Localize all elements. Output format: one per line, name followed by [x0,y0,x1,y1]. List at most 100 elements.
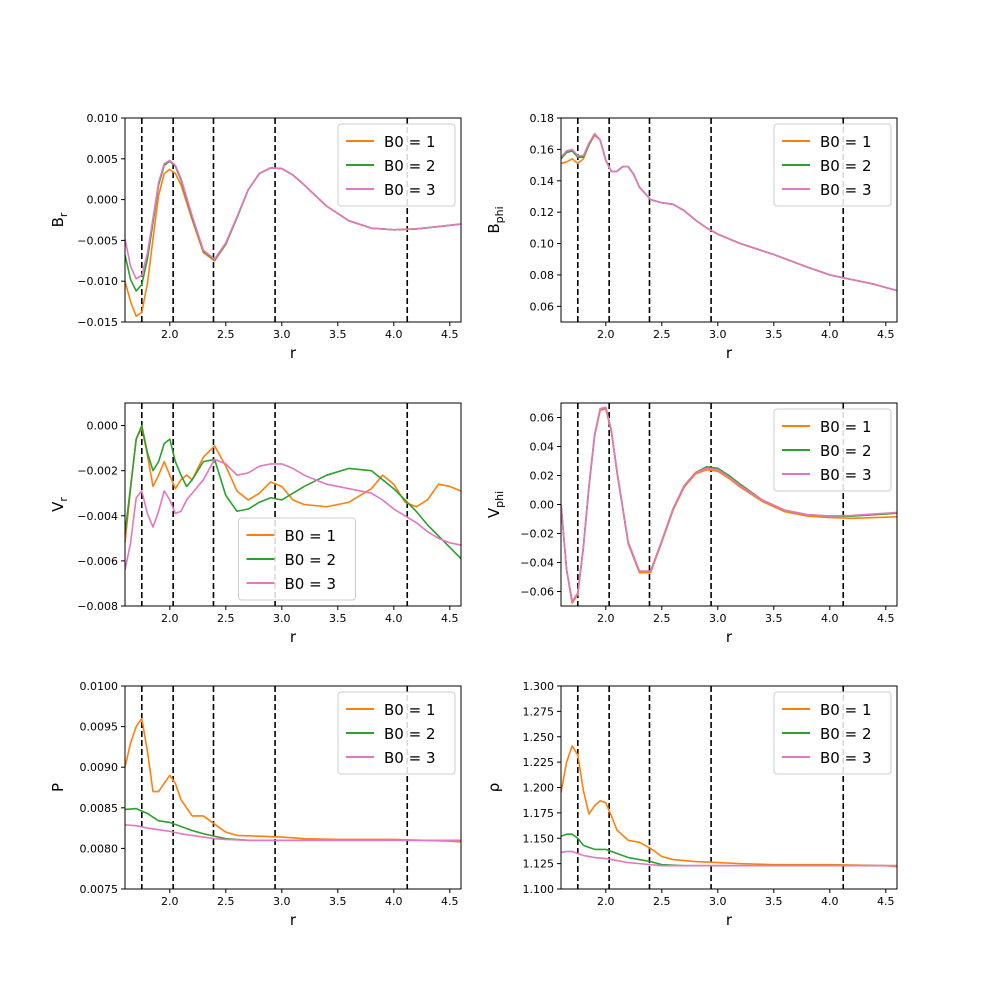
y-tick-label: 0.06 [530,300,555,313]
y-tick-label: 1.150 [523,832,555,845]
legend: B0 = 1 B0 = 2 B0 = 3 [238,517,356,601]
x-tick-label: 4.5 [877,895,895,908]
x-tick-label: 2.5 [217,328,235,341]
legend-label-b0-3: B0 = 3 [285,575,336,593]
y-axis-label: P [49,783,67,792]
y-tick-label: 0.0090 [80,761,119,774]
x-axis-label: r [726,911,733,929]
y-axis-label: ρ [485,783,503,793]
y-axis-label: Bphi [485,206,506,233]
x-tick-label: 2.0 [161,328,179,341]
y-tick-label: −0.008 [77,600,118,613]
y-tick-label: −0.006 [77,555,118,568]
y-axis-label: Vr [49,497,70,512]
y-tick-label: 1.200 [523,782,555,795]
y-tick-label: 0.010 [87,112,119,125]
y-tick-label: 1.125 [523,858,555,871]
legend-box [773,691,892,775]
y-tick-label: −0.005 [77,234,118,247]
x-tick-label: 2.5 [653,612,671,625]
legend: B0 = 1 B0 = 2 B0 = 3 [773,123,892,207]
y-tick-label: 1.250 [523,731,555,744]
x-tick-label: 4.5 [441,612,459,625]
subplot-2: 2.0 2.5 3.0 3.5 4.0 4.5 0.06 0.08 0.10 0.12 0.14 0.… [485,112,898,362]
y-tick-label: 0.18 [530,112,555,125]
x-tick-label: 4.0 [821,328,839,341]
y-tick-label: −0.002 [77,465,118,478]
y-tick-label: 1.175 [523,807,555,820]
legend-box [773,123,892,207]
series-line-b0-2 [561,833,897,867]
series-line-b0-3 [561,132,897,292]
legend-label-b0-3: B0 = 3 [820,181,871,199]
y-tick-label: 0.14 [530,175,555,188]
y-tick-label: −0.04 [520,557,554,570]
x-tick-label: 2.0 [597,328,615,341]
x-tick-label: 2.5 [653,328,671,341]
x-tick-label: 4.5 [441,895,459,908]
legend-label-b0-1: B0 = 1 [384,133,435,151]
x-tick-label: 3.0 [273,895,291,908]
axes-frame [124,402,462,607]
subplot-1: 2.0 2.5 3.0 3.5 4.0 4.5 −0.015 −0.010 −0.005 0.00… [49,112,462,362]
subplot-4: 2.0 2.5 3.0 3.5 4.0 4.5 −0.06 −0.04 −0.02 0.00 0.0… [485,402,898,646]
series-line-b0-3 [125,824,461,842]
y-axis-label-subscript: phi [493,206,506,223]
legend-label-b0-1: B0 = 1 [384,701,435,719]
legend-label-b0-3: B0 = 3 [384,181,435,199]
legend-box [337,123,456,207]
x-tick-label: 2.5 [217,612,235,625]
y-axis-label-subscript: r [57,212,70,217]
y-tick-label: 0.10 [530,238,555,251]
subplot-6: 2.0 2.5 3.0 3.5 4.0 4.5 1.100 1.125 1.150 1.175 1.… [485,680,898,929]
y-tick-label: −0.010 [77,275,118,288]
legend-box [238,517,356,601]
y-tick-label: 0.00 [530,499,555,512]
y-tick-label: 0.16 [530,143,555,156]
y-tick-label: 0.12 [530,206,555,219]
x-tick-label: 4.0 [821,895,839,908]
y-tick-label: −0.004 [77,510,118,523]
y-tick-label: 0.08 [530,269,555,282]
y-tick-label: 1.100 [523,883,555,896]
y-tick-label: −0.02 [520,528,554,541]
legend: B0 = 1 B0 = 2 B0 = 3 [337,123,456,207]
x-tick-label: 2.0 [597,895,615,908]
series-line-b0-1 [125,717,461,843]
x-tick-label: 3.5 [765,895,783,908]
x-tick-label: 3.0 [709,895,727,908]
x-tick-label: 2.5 [217,895,235,908]
legend: B0 = 1 B0 = 2 B0 = 3 [337,691,456,775]
y-tick-label: −0.015 [77,316,118,329]
x-tick-label: 2.0 [161,612,179,625]
x-axis-label: r [290,911,297,929]
legend-label-b0-1: B0 = 1 [820,701,871,719]
x-axis-label: r [290,344,297,362]
x-tick-label: 4.5 [441,328,459,341]
y-tick-label: 1.225 [523,756,555,769]
x-tick-label: 4.5 [877,612,895,625]
legend-label-b0-2: B0 = 2 [820,725,871,743]
x-tick-label: 4.0 [385,895,403,908]
y-tick-label: 0.04 [530,441,555,454]
y-tick-label: 0.0095 [80,721,119,734]
x-axis-label: r [290,628,297,646]
x-tick-label: 4.0 [821,612,839,625]
legend-label-b0-3: B0 = 3 [384,749,435,767]
y-tick-label: 1.300 [523,680,555,693]
series-line-b0-3 [561,850,897,867]
y-tick-label: 0.000 [87,420,119,433]
x-tick-label: 3.0 [709,612,727,625]
x-tick-label: 4.0 [385,328,403,341]
x-axis-label: r [726,344,733,362]
y-tick-label: 0.02 [530,470,555,483]
legend-box [773,408,892,492]
legend-label-b0-3: B0 = 3 [820,466,871,484]
legend-label-b0-2: B0 = 2 [384,725,435,743]
y-axis-label: Br [49,212,70,227]
x-tick-label: 3.0 [273,328,291,341]
x-tick-label: 3.5 [765,328,783,341]
legend-label-b0-3: B0 = 3 [820,749,871,767]
legend: B0 = 1 B0 = 2 B0 = 3 [773,408,892,492]
